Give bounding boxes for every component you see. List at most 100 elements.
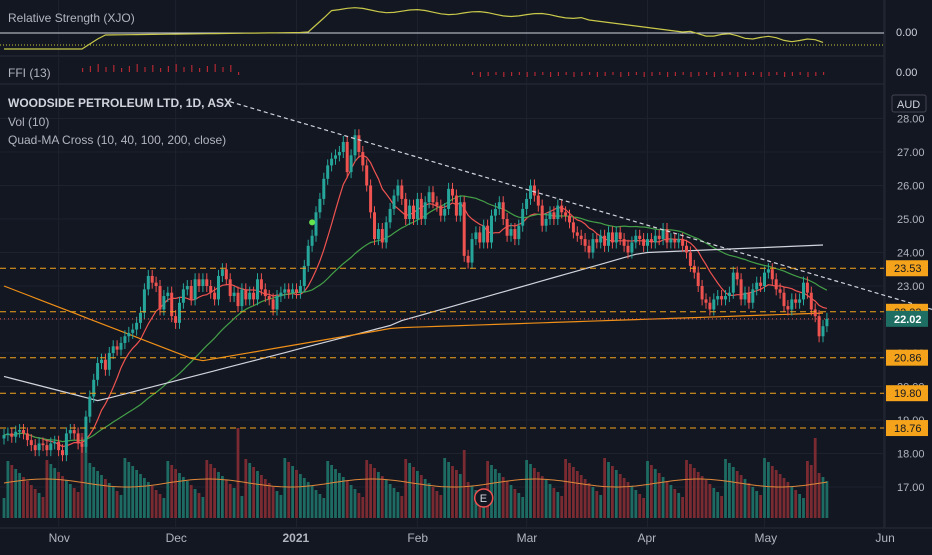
ffi-bar [721,72,723,76]
candle-body [727,292,731,297]
symbol-title: WOODSIDE PETROLEUM LTD, 1D, ASX [8,96,232,110]
ffi-bar [160,68,162,72]
volume-bar [224,480,228,518]
volume-bar [689,464,692,518]
volume-bar [306,482,310,518]
candle-body [766,269,770,273]
ffi-bar [557,72,559,76]
volume-bar [119,495,123,518]
ffi-bar [745,72,747,76]
volume-bar [349,485,353,518]
volume-bar [564,459,567,518]
candle-body [564,212,568,216]
volume-bar [673,489,677,518]
candle-body [205,279,209,286]
volume-bar [728,463,731,518]
ma-10-line [3,154,828,448]
ffi-title: FFI (13) [8,66,51,80]
volume-bar [256,471,259,518]
candle-body [571,222,575,233]
candle-body [755,282,759,290]
volume-bar [482,498,486,518]
volume-bar [767,462,770,518]
candle-body [209,286,213,293]
volume-bar [692,468,696,518]
trendline [230,101,932,311]
volume-bar [88,463,92,518]
volume-bar [712,488,716,518]
volume-bar [720,496,723,518]
candle-body [353,135,357,156]
x-tick-label: Dec [166,531,187,545]
candle-body [610,232,614,243]
candle-body [661,229,665,240]
volume-bar [373,468,376,518]
candle-body [466,255,470,263]
volume-bar [2,498,6,518]
price-level-label: 20.86 [894,353,922,365]
volume-bar [513,489,517,518]
candle-body [22,430,25,434]
volume-bar [439,495,443,518]
candle-body [805,282,809,293]
candle-body [236,292,240,307]
volume-bar [380,476,384,518]
candle-body [166,292,170,297]
ffi-bar [807,72,809,77]
candle-body [556,205,560,219]
candle-body [669,239,673,243]
volume-bar [755,491,759,518]
volume-bar [330,465,333,518]
volume-bar [427,483,431,518]
candle-body [443,208,447,216]
candle-body [318,198,322,213]
candle-body [84,416,88,447]
candle-body [185,286,189,290]
volume-bar [665,481,669,518]
candle-body [248,292,252,300]
volume-bar [603,458,606,518]
volume-bar [735,471,739,518]
volume-bar [802,498,805,518]
volume-bar [466,482,470,518]
candle-body [131,329,135,333]
candle-body [794,299,798,303]
volume-bar [809,465,813,518]
volume-bar [782,478,786,518]
volume-bar [661,477,665,518]
candle-body [634,235,638,243]
volume-bar [260,475,263,518]
candle-body [743,292,747,300]
volume-bar [798,494,801,518]
ffi-bar [612,72,614,75]
candle-body [435,202,439,206]
candle-body [150,275,154,283]
ffi-bar [706,72,708,75]
ffi-bar [472,72,474,75]
volume-bar [646,461,649,518]
candle-body [427,192,431,203]
volume-bar [302,478,306,518]
volume-bar [150,486,154,518]
y-tick-label: 25.00 [897,214,925,226]
candle-body [708,302,712,310]
candle-body [178,302,181,323]
volume-bar [139,474,142,518]
volume-bar [65,480,68,518]
volume-bar [739,475,743,518]
candle-body [29,440,33,446]
candle-body [18,430,22,432]
candle-body [107,353,111,370]
candle-body [786,306,790,310]
volume-bar [178,473,181,518]
volume-bar [158,494,162,518]
volume-bar [404,459,408,518]
candle-body [154,282,158,286]
candle-body [88,396,92,417]
ffi-bar [144,67,146,72]
candle-body [158,286,162,310]
candle-body [649,239,653,243]
candle-body [369,185,373,213]
candle-body [688,252,692,266]
candle-body [614,232,618,243]
